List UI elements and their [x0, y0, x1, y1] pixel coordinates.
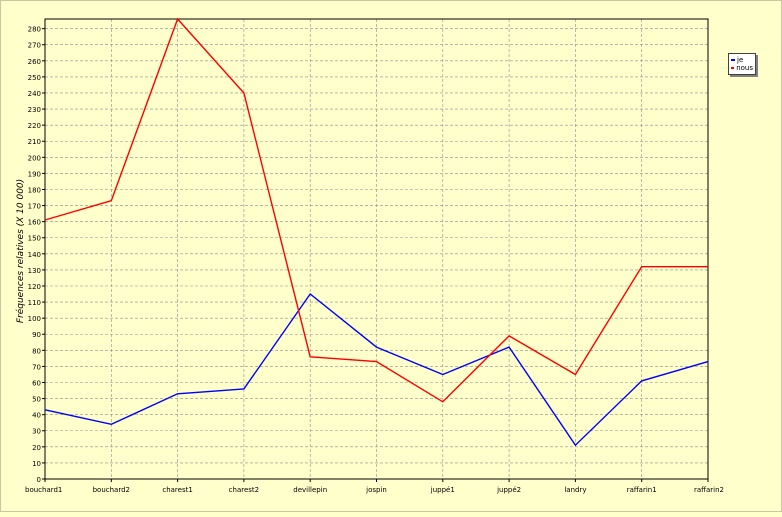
x-tick-label: juppé2: [496, 486, 521, 494]
y-tick-label: 280: [28, 26, 41, 34]
series-line-je: [44, 292, 709, 447]
y-tick-label: 140: [28, 251, 41, 259]
x-tick-label: charest1: [162, 486, 192, 494]
legend-label-je: je: [737, 56, 744, 64]
y-tick-label: 30: [32, 428, 41, 436]
y-axis-label: Fréquences relatives (X 10 000): [15, 179, 26, 323]
x-tick-label: jospin: [365, 486, 387, 494]
x-tick-label: juppé1: [430, 486, 455, 494]
legend-swatch-je: [731, 59, 735, 61]
y-tick-label: 60: [32, 379, 41, 387]
y-tick-label: 20: [32, 444, 41, 452]
x-axis-ticks: bouchard1 bouchard2 charest1 charest2 devill…: [25, 479, 724, 494]
y-tick-label: 10: [32, 460, 41, 468]
legend-item-je: je: [731, 56, 753, 64]
y-axis-ticks: 0 10 20 30 40 50 60 70 80 90 100 110 120 130 140 150 160…: [28, 26, 45, 484]
y-tick-label: 120: [28, 283, 41, 291]
y-tick-label: 240: [28, 90, 41, 98]
y-tick-label: 190: [28, 170, 41, 178]
series-line-nous: [44, 17, 708, 403]
y-tick-label: 130: [28, 267, 41, 275]
y-tick-label: 210: [28, 138, 41, 146]
y-tick-label: 80: [32, 347, 41, 355]
y-tick-label: 160: [28, 219, 41, 227]
x-tick-label: raffarin2: [694, 486, 724, 494]
x-tick-label: bouchard1: [25, 486, 62, 494]
x-tick-label: landry: [564, 486, 586, 494]
y-tick-label: 230: [28, 106, 41, 114]
y-tick-label: 40: [32, 412, 41, 420]
y-tick-label: 250: [28, 74, 41, 82]
y-tick-label: 50: [32, 396, 41, 404]
x-tick-label: bouchard2: [93, 486, 130, 494]
y-tick-label: 260: [28, 58, 41, 66]
legend-item-nous: nous: [731, 64, 753, 72]
legend-swatch-nous: [731, 67, 735, 69]
legend-label-nous: nous: [736, 64, 753, 72]
y-tick-label: 90: [32, 331, 41, 339]
y-tick-label: 200: [28, 154, 41, 162]
y-tick-label: 70: [32, 363, 41, 371]
x-tick-label: raffarin1: [627, 486, 657, 494]
y-tick-label: 270: [28, 42, 41, 50]
x-tick-label: devillepin: [293, 486, 327, 494]
y-tick-label: 100: [28, 315, 41, 323]
x-tick-label: charest2: [229, 486, 259, 494]
y-tick-label: 170: [28, 203, 41, 211]
y-tick-label: 0: [37, 476, 41, 484]
series-lines: [44, 17, 709, 447]
legend: je nous: [728, 53, 756, 75]
y-tick-label: 220: [28, 122, 41, 130]
y-tick-label: 110: [28, 299, 41, 307]
y-tick-label: 150: [28, 235, 41, 243]
grid-lines: [45, 19, 708, 479]
y-tick-label: 180: [28, 186, 41, 194]
